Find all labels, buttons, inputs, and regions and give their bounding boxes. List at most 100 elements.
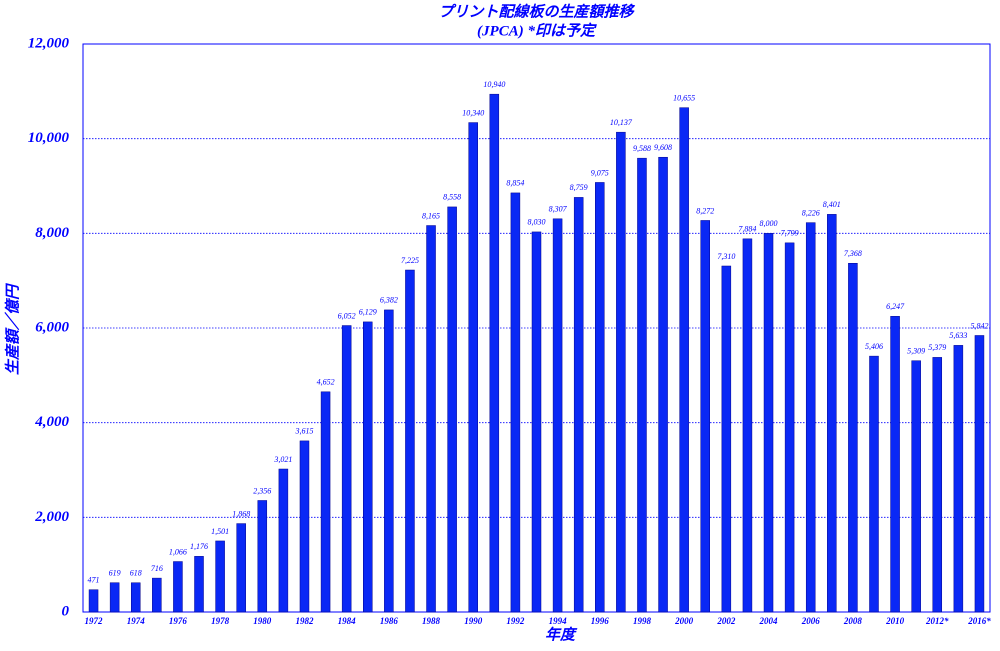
bar xyxy=(742,238,753,613)
value-label: 8,030 xyxy=(528,218,546,227)
bar xyxy=(573,197,584,613)
bar xyxy=(953,345,964,613)
bar xyxy=(700,220,710,613)
value-label: 7,368 xyxy=(844,249,862,258)
y-tick-label: 4,000 xyxy=(34,414,69,430)
value-label: 5,309 xyxy=(907,347,925,356)
bar xyxy=(341,325,352,613)
value-label: 8,307 xyxy=(549,205,568,214)
bar xyxy=(405,269,415,613)
value-label: 3,615 xyxy=(294,427,313,436)
value-label: 4,652 xyxy=(317,378,335,387)
bar xyxy=(637,157,647,613)
bar xyxy=(88,589,99,613)
bar xyxy=(552,218,563,613)
value-label: 5,633 xyxy=(949,331,967,340)
value-label: 9,075 xyxy=(591,168,609,177)
chart-subtitle: (JPCA) *印は予定 xyxy=(477,21,597,39)
y-tick-label: 12,000 xyxy=(28,35,70,51)
y-tick-label: 0 xyxy=(62,603,70,619)
y-axis-label: 生産額／億円 xyxy=(3,282,21,375)
value-label: 8,854 xyxy=(506,179,524,188)
value-label: 1,501 xyxy=(211,527,229,536)
bar xyxy=(616,131,626,613)
value-label: 6,052 xyxy=(338,311,356,320)
value-label: 8,558 xyxy=(443,193,461,202)
x-tick-label: 2016* xyxy=(967,616,991,626)
value-label: 618 xyxy=(130,569,142,578)
bar xyxy=(152,577,162,613)
y-tick-label: 2,000 xyxy=(34,509,69,525)
bar xyxy=(299,440,310,613)
value-label: 9,608 xyxy=(654,143,672,152)
y-tick-label: 10,000 xyxy=(28,130,70,146)
x-tick-label: 1988 xyxy=(422,616,441,626)
value-label: 10,655 xyxy=(673,93,695,102)
bar xyxy=(721,265,732,613)
bar xyxy=(320,391,331,613)
value-label: 8,401 xyxy=(823,200,841,209)
value-label: 716 xyxy=(151,564,163,573)
bar xyxy=(278,468,289,613)
x-tick-label: 1984 xyxy=(338,616,357,626)
y-tick-label: 6,000 xyxy=(35,319,69,335)
value-label: 5,842 xyxy=(970,321,988,330)
value-label: 471 xyxy=(88,576,100,585)
bar xyxy=(784,242,795,613)
bar xyxy=(489,93,500,613)
bar xyxy=(911,360,921,613)
value-label: 8,000 xyxy=(760,219,778,228)
value-label: 8,272 xyxy=(696,206,714,215)
value-label: 7,884 xyxy=(738,225,756,234)
value-label: 6,382 xyxy=(380,296,398,305)
bar xyxy=(173,561,183,613)
bar xyxy=(595,182,605,613)
x-tick-label: 1974 xyxy=(127,616,146,626)
value-label: 7,310 xyxy=(717,252,735,261)
value-label: 8,759 xyxy=(570,183,588,192)
x-tick-label: 2002 xyxy=(716,616,736,626)
x-tick-label: 1978 xyxy=(211,616,230,626)
value-label: 1,176 xyxy=(190,542,208,551)
bar xyxy=(974,335,985,613)
bar xyxy=(109,582,120,613)
value-label: 8,165 xyxy=(422,211,440,220)
bar xyxy=(658,156,668,613)
bar xyxy=(426,225,436,613)
value-label: 10,340 xyxy=(462,108,484,117)
y-tick-label: 8,000 xyxy=(35,225,69,241)
x-tick-label: 1998 xyxy=(633,616,652,626)
value-label: 8,226 xyxy=(802,208,820,217)
x-tick-label: 1990 xyxy=(464,616,483,626)
bar xyxy=(531,231,542,613)
value-label: 5,406 xyxy=(865,342,883,351)
bar xyxy=(679,107,689,613)
value-label: 9,588 xyxy=(633,144,651,153)
value-label: 619 xyxy=(109,569,121,578)
value-label: 6,129 xyxy=(359,308,377,317)
value-label: 6,247 xyxy=(886,302,905,311)
bar xyxy=(932,357,943,613)
bar xyxy=(130,582,141,613)
x-axis-label: 年度 xyxy=(545,625,578,643)
bar xyxy=(363,321,373,613)
value-label: 5,379 xyxy=(928,343,946,352)
value-label: 7,799 xyxy=(781,229,799,238)
x-tick-label: 1992 xyxy=(506,616,525,626)
bar xyxy=(257,500,268,613)
value-label: 10,137 xyxy=(610,118,633,127)
x-tick-label: 2010 xyxy=(885,616,905,626)
bar xyxy=(215,540,225,613)
x-tick-label: 2008 xyxy=(843,616,863,626)
x-tick-label: 1996 xyxy=(591,616,610,626)
bar xyxy=(827,214,837,613)
bar xyxy=(848,262,858,613)
chart-title: プリント配線板の生産額推移 xyxy=(438,2,635,20)
x-tick-label: 2012* xyxy=(925,616,949,626)
value-label: 3,021 xyxy=(273,455,292,464)
x-tick-label: 2000 xyxy=(674,616,694,626)
bar xyxy=(805,222,816,613)
value-label: 10,940 xyxy=(483,80,505,89)
bar xyxy=(510,192,521,613)
